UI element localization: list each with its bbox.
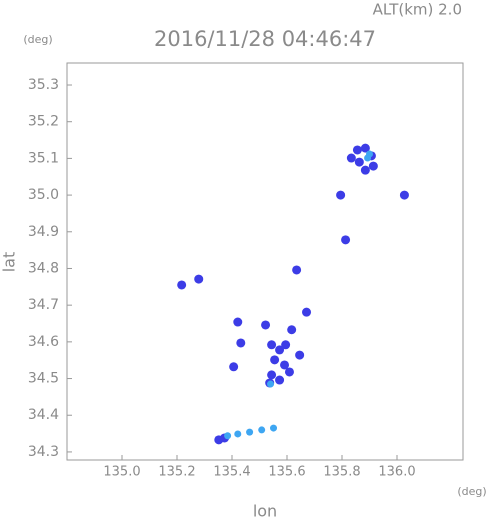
y-tick-label: 34.9: [28, 224, 59, 240]
y-axis-label: lat: [0, 252, 19, 273]
echo-point: [399, 190, 409, 200]
echo-point: [246, 428, 254, 436]
echo-point: [368, 161, 378, 171]
echo-point: [270, 424, 278, 432]
echo-point: [287, 325, 297, 335]
echo-point: [229, 362, 239, 372]
echo-point: [281, 340, 291, 350]
echo-point: [352, 145, 362, 155]
echo-point: [267, 380, 274, 388]
echo-point: [360, 143, 370, 153]
x-axis-label: lon: [253, 502, 277, 521]
echo-point: [354, 157, 364, 167]
echo-point: [261, 320, 271, 330]
y-tick-label: 34.4: [28, 407, 59, 423]
y-tick-label: 34.5: [28, 371, 59, 387]
echo-point: [258, 426, 266, 434]
x-tick-label: 135.8: [323, 465, 360, 480]
altitude-label: ALT(km) 2.0: [373, 1, 462, 19]
echo-point: [284, 367, 294, 377]
echo-point: [292, 265, 302, 275]
x-tick-label: 136.0: [378, 465, 415, 480]
echo-point: [360, 165, 370, 175]
x-tick-label: 135.2: [158, 465, 195, 480]
plot-frame: [66, 62, 464, 461]
echo-point: [336, 190, 346, 200]
x-tick-label: 135.4: [213, 465, 250, 480]
y-tick-label: 34.6: [28, 334, 59, 350]
y-tick-label: 35.3: [28, 77, 59, 93]
x-unit: (deg): [457, 485, 486, 498]
y-tick-label: 34.8: [28, 260, 59, 276]
echo-point: [233, 317, 243, 327]
echo-point: [341, 235, 351, 245]
echo-point: [366, 150, 373, 158]
y-tick-label: 35.2: [28, 114, 59, 130]
echo-point: [236, 338, 246, 348]
echo-point: [275, 375, 285, 385]
echo-point: [280, 360, 290, 370]
y-unit: (deg): [23, 33, 52, 46]
chart-title: 2016/11/28 04:46:47: [154, 27, 376, 51]
y-tick-label: 35.1: [28, 150, 59, 166]
echo-point: [295, 350, 305, 360]
echo-point: [275, 345, 285, 355]
echo-point: [270, 355, 280, 365]
echo-point: [346, 153, 356, 163]
echo-point: [214, 435, 224, 445]
echo-point: [267, 340, 277, 350]
x-tick-label: 135.0: [103, 465, 140, 480]
echo-point: [224, 432, 232, 440]
x-tick-label: 135.6: [268, 465, 305, 480]
echo-point: [234, 430, 242, 438]
y-tick-label: 35.0: [28, 187, 59, 203]
y-tick-label: 34.7: [28, 297, 59, 313]
echo-point: [177, 280, 187, 290]
echo-point: [194, 274, 204, 284]
echo-point: [302, 307, 312, 317]
y-tick-label: 34.3: [28, 444, 59, 460]
echo-point: [267, 370, 277, 380]
